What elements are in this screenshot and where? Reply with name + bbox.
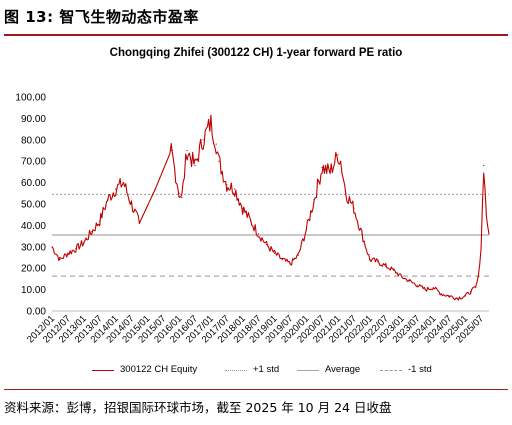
data-point	[281, 259, 283, 261]
data-point	[289, 263, 291, 265]
data-point	[107, 199, 109, 201]
title-rule	[4, 34, 508, 36]
data-point	[83, 241, 85, 244]
data-point	[469, 291, 472, 293]
y-tick-label: 50.00	[21, 200, 46, 211]
data-point	[215, 143, 217, 145]
y-axis: 0.00 10.00 20.00 30.00 40.00 50.00 60.00 70.00 8…	[15, 93, 46, 318]
data-point	[226, 184, 228, 186]
data-point	[67, 252, 69, 254]
data-point	[305, 229, 307, 231]
y-tick-label: 40.00	[21, 221, 46, 232]
data-point	[369, 259, 371, 261]
data-point	[115, 188, 117, 190]
y-tick-label: 100.00	[15, 93, 46, 104]
data-point	[448, 295, 450, 297]
source-note: 资料来源：彭博，招银国际环球市场，截至 2025 年 10 月 24 日收盘	[4, 400, 392, 415]
data-point	[122, 182, 125, 184]
data-point	[210, 122, 212, 124]
data-point	[340, 160, 342, 162]
data-point	[456, 297, 458, 299]
data-point	[181, 197, 183, 199]
y-tick-label: 90.00	[21, 114, 46, 125]
data-point	[250, 220, 252, 222]
data-point	[186, 149, 188, 152]
data-point	[424, 289, 426, 291]
data-point	[353, 207, 355, 209]
legend-label-equity: 300122 CH Equity	[120, 364, 198, 375]
data-point	[138, 222, 140, 224]
data-point	[162, 169, 164, 171]
x-axis: 2012/012012/072013/012013/072014/012014/…	[25, 310, 489, 345]
data-point	[51, 246, 53, 248]
data-point	[313, 199, 315, 201]
legend-label-average: Average	[325, 364, 361, 375]
data-point	[329, 171, 331, 173]
data-point	[234, 188, 236, 190]
data-point	[475, 286, 477, 289]
data-point	[345, 192, 347, 194]
data-point	[408, 280, 411, 282]
legend: 300122 CH Equity +1 std Average -1 std	[0, 364, 512, 378]
data-point	[480, 246, 482, 248]
y-tick-label: 70.00	[21, 157, 46, 168]
data-point	[393, 269, 395, 271]
y-tick-label: 30.00	[21, 242, 46, 253]
data-point	[321, 167, 323, 169]
data-point	[297, 254, 299, 256]
data-point	[416, 284, 419, 286]
data-point	[91, 231, 93, 233]
data-point	[477, 276, 479, 278]
data-point	[146, 205, 148, 207]
legend-label-minus-std: -1 std	[408, 364, 432, 375]
legend-swatch-plus-std	[225, 370, 247, 371]
data-point	[242, 207, 244, 209]
data-point	[337, 154, 339, 156]
chart-title: Chongqing Zhifei (300122 CH) 1-year forw…	[109, 47, 403, 59]
y-tick-label: 80.00	[21, 135, 46, 146]
data-point	[377, 261, 379, 263]
data-point	[361, 233, 363, 235]
data-point	[258, 233, 260, 235]
data-point	[485, 214, 487, 216]
y-tick-label: 60.00	[21, 178, 46, 189]
data-point	[432, 286, 434, 289]
data-point	[178, 192, 180, 194]
series-line-300122-ch-equity	[51, 114, 490, 301]
data-point	[194, 164, 196, 167]
legend-swatch-average	[297, 370, 319, 371]
data-point	[59, 259, 61, 261]
data-point	[170, 149, 172, 152]
plot-area	[51, 114, 490, 301]
y-tick-label: 0.00	[27, 307, 47, 318]
data-point	[202, 139, 204, 141]
data-point	[440, 293, 442, 295]
legend-label-plus-std: +1 std	[253, 364, 280, 375]
data-point	[464, 295, 466, 297]
figure-title: 图 13: 智飞生物动态市盈率	[4, 8, 199, 26]
y-tick-label: 10.00	[21, 285, 46, 296]
data-point	[130, 203, 133, 205]
data-point	[483, 164, 485, 167]
data-point	[265, 244, 268, 246]
source-rule	[4, 389, 508, 390]
y-tick-label: 20.00	[21, 264, 46, 275]
data-point	[273, 252, 276, 254]
data-point	[218, 160, 220, 162]
data-point	[401, 276, 403, 278]
legend-swatch-minus-std	[380, 370, 402, 371]
data-point	[385, 265, 387, 267]
data-point	[75, 248, 77, 250]
data-point	[488, 233, 490, 235]
data-point	[154, 188, 156, 190]
legend-swatch-equity	[92, 370, 114, 371]
data-point	[99, 220, 101, 222]
